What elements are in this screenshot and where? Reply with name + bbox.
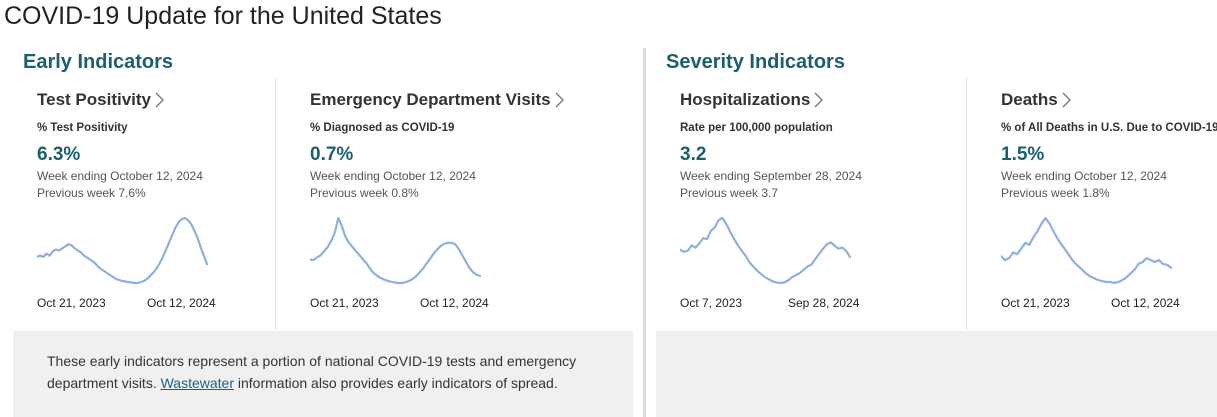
deaths-link[interactable]: Deaths bbox=[1001, 88, 1217, 112]
metric-label: % Diagnosed as COVID-19 bbox=[310, 122, 455, 134]
chevron-right-icon bbox=[155, 92, 164, 108]
axis-start-label: Oct 21, 2023 bbox=[37, 296, 106, 310]
column-divider bbox=[966, 78, 967, 330]
severity-indicators-heading: Severity Indicators bbox=[666, 51, 845, 73]
trend-line bbox=[37, 216, 209, 285]
trend-sparkline bbox=[1001, 216, 1173, 285]
severity-indicators-info-panel bbox=[656, 331, 1217, 417]
week-ending-text: Week ending October 12, 2024 bbox=[37, 169, 203, 183]
test-positivity-card: Test Positivity % Test Positivity 6.3% W… bbox=[37, 88, 265, 318]
week-ending-text: Week ending October 12, 2024 bbox=[1001, 169, 1167, 183]
page-title: COVID-19 Update for the United States bbox=[4, 2, 442, 30]
deaths-card: Deaths % of All Deaths in U.S. Due to CO… bbox=[1001, 88, 1217, 318]
previous-week-text: Previous week 7.6% bbox=[37, 186, 146, 200]
axis-end-label: Sep 28, 2024 bbox=[788, 296, 860, 310]
metric-label: % Test Positivity bbox=[37, 122, 128, 134]
week-ending-text: Week ending October 12, 2024 bbox=[310, 169, 476, 183]
test-positivity-link[interactable]: Test Positivity bbox=[37, 88, 265, 112]
early-indicators-note: These early indicators represent a porti… bbox=[47, 350, 607, 394]
emergency-department-visits-card: Emergency Department Visits % Diagnosed … bbox=[310, 88, 630, 318]
early-indicators-heading: Early Indicators bbox=[23, 51, 174, 73]
metric-label: % of All Deaths in U.S. Due to COVID-19 bbox=[1001, 122, 1217, 134]
card-title: Hospitalizations bbox=[680, 90, 811, 109]
metric-value: 1.5% bbox=[1001, 144, 1045, 165]
metric-label: Rate per 100,000 population bbox=[680, 122, 833, 134]
axis-end-label: Oct 12, 2024 bbox=[147, 296, 216, 310]
note-text: These early indicators represent a porti… bbox=[47, 353, 577, 391]
trend-sparkline bbox=[680, 216, 852, 285]
trend-sparkline bbox=[310, 216, 482, 285]
hospitalizations-card: Hospitalizations Rate per 100,000 popula… bbox=[680, 88, 950, 318]
chevron-right-icon bbox=[1062, 92, 1071, 108]
metric-value: 0.7% bbox=[310, 144, 354, 165]
previous-week-text: Previous week 3.7 bbox=[680, 186, 779, 200]
card-title: Deaths bbox=[1001, 90, 1058, 109]
trend-line bbox=[680, 216, 852, 285]
axis-start-label: Oct 21, 2023 bbox=[1001, 296, 1070, 310]
week-ending-text: Week ending September 28, 2024 bbox=[680, 169, 862, 183]
trend-sparkline bbox=[37, 216, 209, 285]
trend-line bbox=[310, 216, 482, 285]
hospitalizations-link[interactable]: Hospitalizations bbox=[680, 88, 950, 112]
emergency-department-visits-link[interactable]: Emergency Department Visits bbox=[310, 88, 630, 112]
metric-value: 3.2 bbox=[680, 144, 707, 165]
early-indicators-info-panel: These early indicators represent a porti… bbox=[13, 331, 633, 417]
axis-start-label: Oct 7, 2023 bbox=[680, 296, 743, 310]
axis-start-label: Oct 21, 2023 bbox=[310, 296, 379, 310]
wastewater-link[interactable]: Wastewater bbox=[160, 375, 234, 391]
metric-value: 6.3% bbox=[37, 144, 81, 165]
chevron-right-icon bbox=[555, 92, 564, 108]
note-text: information also provides early indicato… bbox=[234, 375, 558, 391]
section-divider bbox=[643, 48, 646, 417]
axis-end-label: Oct 12, 2024 bbox=[420, 296, 489, 310]
column-divider bbox=[275, 78, 276, 330]
card-title: Test Positivity bbox=[37, 90, 151, 109]
previous-week-text: Previous week 1.8% bbox=[1001, 186, 1110, 200]
previous-week-text: Previous week 0.8% bbox=[310, 186, 419, 200]
trend-line bbox=[1001, 216, 1173, 285]
chevron-right-icon bbox=[814, 92, 824, 108]
axis-end-label: Oct 12, 2024 bbox=[1111, 296, 1180, 310]
card-title: Emergency Department Visits bbox=[310, 90, 551, 109]
